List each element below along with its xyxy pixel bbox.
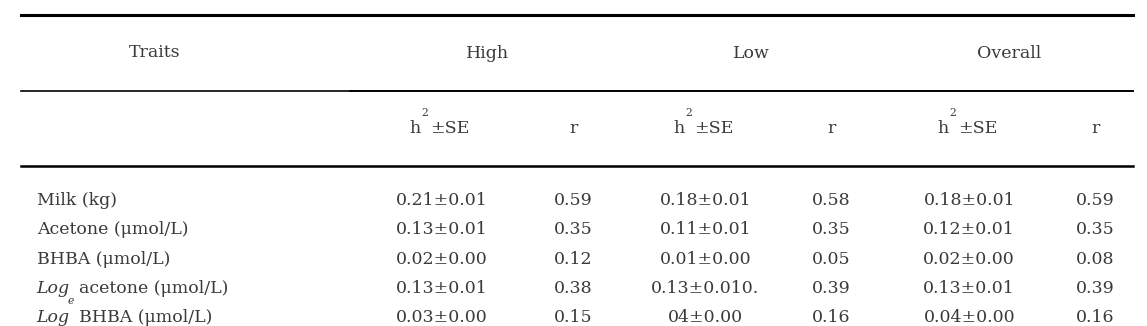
Text: Log: Log xyxy=(37,309,70,326)
Text: 04±0.00: 04±0.00 xyxy=(668,309,743,326)
Text: r: r xyxy=(827,120,836,137)
Text: r: r xyxy=(1091,120,1100,137)
Text: 0.59: 0.59 xyxy=(1076,192,1115,209)
Text: ±SE: ±SE xyxy=(694,120,733,137)
Text: 0.35: 0.35 xyxy=(812,221,851,238)
Text: 0.12: 0.12 xyxy=(554,251,593,268)
Text: 0.39: 0.39 xyxy=(1076,280,1115,297)
Text: 0.38: 0.38 xyxy=(554,280,593,297)
Text: e: e xyxy=(68,296,75,306)
Text: e: e xyxy=(68,325,75,326)
Text: h: h xyxy=(937,120,949,137)
Text: 0.03±0.00: 0.03±0.00 xyxy=(396,309,487,326)
Text: 0.13±0.01: 0.13±0.01 xyxy=(396,280,487,297)
Text: Log: Log xyxy=(37,280,70,297)
Text: 0.35: 0.35 xyxy=(554,221,593,238)
Text: 0.58: 0.58 xyxy=(812,192,851,209)
Text: acetone (μmol/L): acetone (μmol/L) xyxy=(79,280,228,297)
Text: 0.11±0.01: 0.11±0.01 xyxy=(660,221,751,238)
Text: 0.15: 0.15 xyxy=(554,309,593,326)
Text: r: r xyxy=(569,120,578,137)
Text: 0.13±0.01: 0.13±0.01 xyxy=(396,221,487,238)
Text: 2: 2 xyxy=(422,108,428,118)
Text: 0.08: 0.08 xyxy=(1076,251,1115,268)
Text: 0.02±0.00: 0.02±0.00 xyxy=(396,251,487,268)
Text: 0.02±0.00: 0.02±0.00 xyxy=(923,251,1015,268)
Text: 0.35: 0.35 xyxy=(1076,221,1115,238)
Text: High: High xyxy=(466,45,509,62)
Text: 0.01±0.00: 0.01±0.00 xyxy=(660,251,751,268)
Text: 0.59: 0.59 xyxy=(554,192,593,209)
Text: 0.16: 0.16 xyxy=(1076,309,1115,326)
Text: 0.18±0.01: 0.18±0.01 xyxy=(660,192,751,209)
Text: 2: 2 xyxy=(950,108,955,118)
Text: 0.05: 0.05 xyxy=(812,251,851,268)
Text: h: h xyxy=(409,120,421,137)
Text: Overall: Overall xyxy=(977,45,1041,62)
Text: h: h xyxy=(673,120,685,137)
Text: 0.16: 0.16 xyxy=(812,309,851,326)
Text: Milk (kg): Milk (kg) xyxy=(37,192,117,209)
Text: BHBA (μmol/L): BHBA (μmol/L) xyxy=(79,309,212,326)
Text: Acetone (μmol/L): Acetone (μmol/L) xyxy=(37,221,188,238)
Text: 0.12±0.01: 0.12±0.01 xyxy=(923,221,1015,238)
Text: 0.18±0.01: 0.18±0.01 xyxy=(923,192,1015,209)
Text: ±SE: ±SE xyxy=(430,120,469,137)
Text: ±SE: ±SE xyxy=(958,120,997,137)
Text: Low: Low xyxy=(733,45,770,62)
Text: 2: 2 xyxy=(685,108,692,118)
Text: BHBA (μmol/L): BHBA (μmol/L) xyxy=(37,251,170,268)
Text: 0.13±0.010.: 0.13±0.010. xyxy=(651,280,759,297)
Text: 0.39: 0.39 xyxy=(812,280,851,297)
Text: Traits: Traits xyxy=(128,44,181,62)
Text: 0.04±0.00: 0.04±0.00 xyxy=(923,309,1015,326)
Text: 0.13±0.01: 0.13±0.01 xyxy=(923,280,1015,297)
Text: 0.21±0.01: 0.21±0.01 xyxy=(396,192,487,209)
